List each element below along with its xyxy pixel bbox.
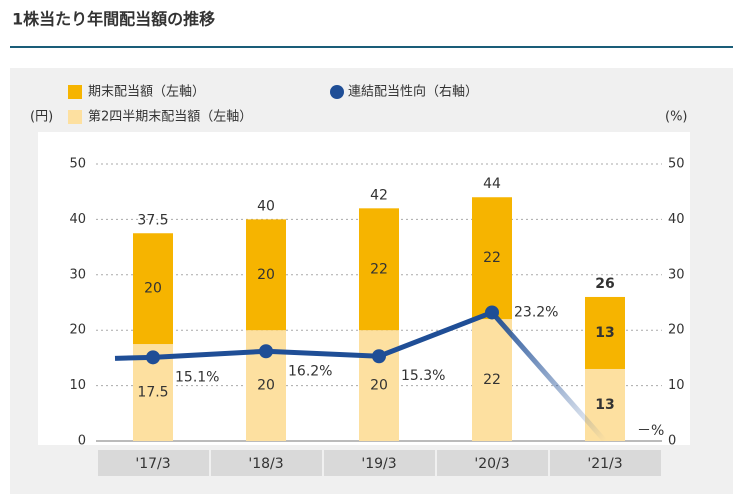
total-label: 44 <box>483 176 501 192</box>
bar-label: 22 <box>370 261 388 277</box>
category-box <box>211 450 322 476</box>
line-label: －% <box>637 423 664 439</box>
x-tick-label: '19/3 <box>361 456 396 472</box>
bar-label: 17.5 <box>137 385 168 401</box>
line-label: 15.1% <box>175 369 219 385</box>
x-tick-label: '18/3 <box>248 456 283 472</box>
legend-label: 期末配当額（左軸） <box>88 85 205 100</box>
y2-tick-label: 50 <box>668 157 685 172</box>
category-box <box>550 450 661 476</box>
bar-label: 22 <box>483 250 501 266</box>
y-tick-label: 50 <box>69 157 86 172</box>
y-tick-label: 0 <box>78 434 86 449</box>
bar-label: 20 <box>257 378 275 394</box>
y-tick-label: 30 <box>69 267 86 282</box>
legend-label: 連結配当性向（右軸） <box>348 84 478 100</box>
y2-tick-label: 20 <box>668 323 685 338</box>
bar <box>133 233 173 345</box>
line-point <box>372 349 386 364</box>
y-axis-unit: (円) <box>30 110 53 125</box>
bar-label: 22 <box>483 372 501 388</box>
y2-tick-label: 10 <box>668 378 685 393</box>
legend-swatch <box>330 85 344 99</box>
y2-axis-unit: (%) <box>665 110 688 125</box>
bar <box>246 219 286 331</box>
category-box <box>324 450 435 476</box>
bar <box>359 208 399 331</box>
line <box>152 310 493 360</box>
line-fade <box>490 310 607 443</box>
total-label: 26 <box>595 276 614 292</box>
x-tick-label: '17/3 <box>135 456 170 472</box>
legend-swatch <box>68 85 82 99</box>
y-tick-label: 10 <box>69 378 86 393</box>
bar-label: 20 <box>144 281 162 297</box>
bar <box>585 296 625 369</box>
legend-label: 第2四半期末配当額（左軸） <box>88 110 252 125</box>
bar-label: 20 <box>257 267 275 283</box>
bar <box>472 319 512 441</box>
y2-tick-label: 0 <box>668 434 676 449</box>
total-label: 37.5 <box>137 212 168 228</box>
y-tick-label: 20 <box>69 323 86 338</box>
total-label: 40 <box>257 198 275 214</box>
bar <box>472 197 512 320</box>
line-point <box>146 350 160 365</box>
bar-label: 13 <box>595 397 614 413</box>
bar-label: 13 <box>595 325 614 341</box>
line-point <box>259 344 273 359</box>
y2-tick-label: 40 <box>668 212 685 227</box>
line-label: 16.2% <box>288 363 332 379</box>
line-label: 15.3% <box>401 368 445 384</box>
legend-swatch <box>68 110 82 124</box>
line-point <box>485 305 499 320</box>
x-tick-label: '20/3 <box>474 456 509 472</box>
page-title: 1株当たり年間配当額の推移 <box>12 10 215 29</box>
total-label: 42 <box>370 187 388 203</box>
y-tick-label: 40 <box>69 212 86 227</box>
line-label: 23.2% <box>514 304 558 320</box>
category-box <box>98 450 209 476</box>
bar-label: 20 <box>370 378 388 394</box>
category-box <box>437 450 548 476</box>
y2-tick-label: 30 <box>668 267 685 282</box>
x-tick-label: '21/3 <box>587 456 622 472</box>
